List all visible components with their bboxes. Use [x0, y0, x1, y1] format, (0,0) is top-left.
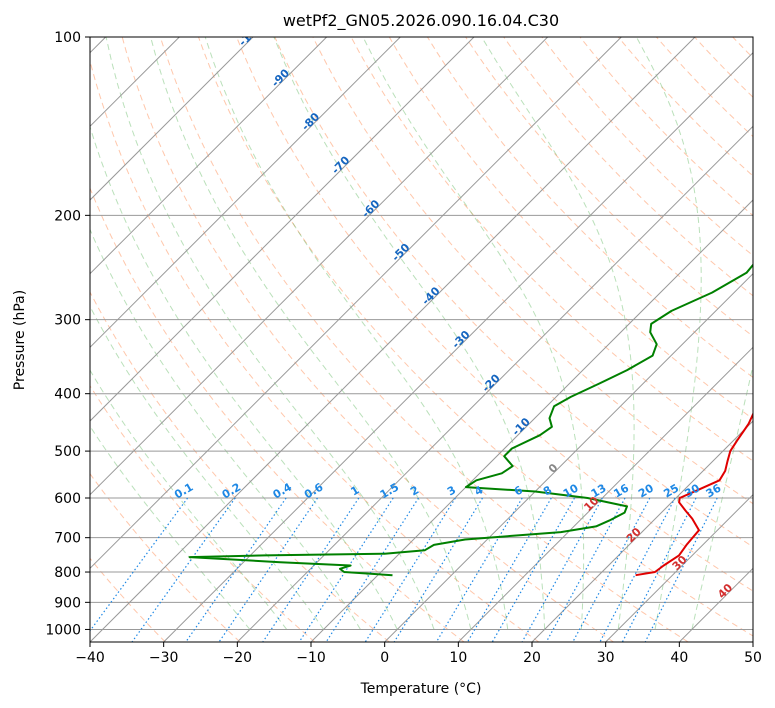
x-tick-label: 30 [597, 650, 615, 666]
mixing-ratio-line [262, 497, 360, 642]
mixing-ratio-line [545, 497, 626, 642]
temperature-profile-line [635, 411, 753, 577]
moist-adiabat-line [204, 37, 509, 630]
moist-adiabat-line [150, 37, 472, 630]
y-tick-label: 400 [54, 387, 81, 403]
isotherm-gridline [457, 346, 753, 642]
y-tick-label: 1000 [45, 622, 81, 638]
dry-adiabat-line [90, 291, 390, 642]
dry-adiabat-line [312, 37, 753, 505]
background-lines [90, 37, 753, 642]
mixing-ratio-line [572, 497, 651, 642]
isotherm-gridline [384, 272, 753, 642]
moist-adiabat-line [691, 363, 753, 630]
y-tick-label: 100 [54, 30, 81, 46]
dry-adiabat-line [274, 37, 753, 548]
x-axis: −40 −30 −20 −10 0 10 20 30 40 50 [75, 642, 762, 666]
x-tick-label: 40 [670, 650, 688, 666]
dry-adiabat-line [90, 384, 316, 642]
x-tick-label: −10 [296, 650, 326, 666]
x-tick-label: 10 [449, 650, 467, 666]
isotherm-gridline [236, 125, 753, 642]
isotherm-gridline [163, 51, 753, 642]
mixing-ratio-line [393, 497, 484, 642]
mixing-ratio-line [298, 497, 394, 642]
isotherm-gridline [90, 37, 401, 349]
isotherm-gridline [90, 37, 328, 275]
isotherm-gridline [310, 199, 753, 642]
moist-adiabat-line [635, 37, 702, 630]
isotherm-gridline [90, 37, 254, 201]
isotherm-gridline [90, 37, 696, 642]
x-tick-label: −20 [223, 650, 253, 666]
moist-adiabat-line [362, 37, 585, 630]
x-tick-label: 50 [744, 650, 762, 666]
x-tick-label: −30 [149, 650, 179, 666]
mixing-ratio-line [218, 497, 318, 642]
mixing-ratio-line [90, 497, 189, 632]
y-tick-label: 500 [54, 444, 81, 460]
moist-adiabat-line [90, 228, 361, 630]
moist-adiabat-line [90, 125, 398, 630]
dry-adiabat-line [90, 59, 540, 642]
mixing-ratio-line [521, 497, 603, 642]
moist-adiabat-line [273, 37, 546, 630]
isotherm-gridline [90, 37, 622, 570]
mixing-ratio-line [131, 497, 236, 642]
isotherm-gridline [90, 37, 549, 496]
moist-adiabat-line [90, 369, 288, 630]
dry-adiabat-line [617, 37, 753, 177]
moist-adiabat-line [90, 425, 251, 630]
mixing-ratio-line [185, 497, 287, 642]
y-tick-label: 700 [54, 531, 81, 547]
dewpoint-profile-line [188, 263, 753, 577]
y-tick-label: 200 [54, 208, 81, 224]
isotherm-gridline [605, 493, 753, 642]
dry-adiabat-line [159, 37, 689, 642]
dry-adiabat-line [426, 37, 753, 378]
moist-adiabat-line [481, 37, 635, 630]
y-axis-label: Pressure (hPa) [12, 290, 28, 390]
dry-adiabat-line [121, 37, 614, 642]
mixing-ratio-line [599, 497, 676, 642]
x-tick-label: 0 [380, 650, 389, 666]
dry-adiabat-line [198, 37, 753, 637]
isotherm-gridline [531, 420, 753, 642]
moist-adiabat-line [105, 37, 435, 630]
y-tick-label: 300 [54, 313, 81, 329]
chart-title: wetPf2_GN05.2026.090.16.04.C30 [283, 11, 559, 31]
plot-frame [89, 36, 754, 643]
isotherm-gridline [90, 37, 475, 422]
sounding-lines [188, 263, 753, 577]
dry-adiabat-line [388, 37, 753, 420]
y-tick-label: 600 [54, 491, 81, 507]
y-tick-label: 900 [54, 595, 81, 611]
mixing-ratio-line [325, 497, 420, 642]
x-axis-label: Temperature (°C) [360, 681, 482, 697]
dry-adiabat-line [90, 186, 465, 642]
dry-adiabat-line [236, 37, 753, 592]
y-axis: 100 200 300 400 500 600 700 800 900 1000 [45, 30, 90, 638]
y-tick-label: 800 [54, 565, 81, 581]
x-tick-label: −40 [75, 650, 105, 666]
mixing-ratio-line [644, 497, 718, 642]
moist-adiabat-line [90, 305, 325, 630]
mixing-ratio-line [364, 497, 456, 642]
x-tick-label: 20 [523, 650, 541, 666]
dry-adiabat-line [503, 37, 753, 297]
isotherm-label: -100 [236, 20, 265, 49]
